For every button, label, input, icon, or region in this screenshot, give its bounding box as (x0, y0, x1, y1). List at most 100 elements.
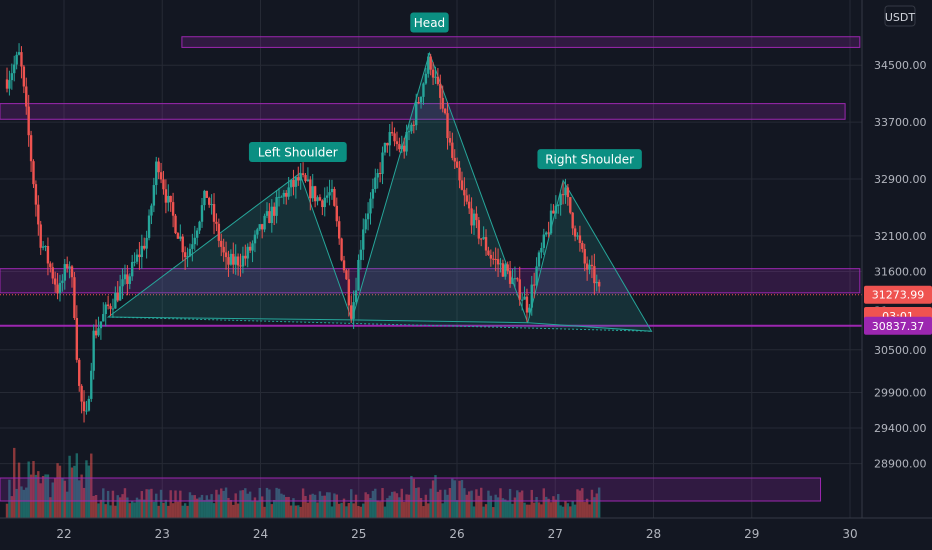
candle-body (58, 282, 62, 294)
candle-body (578, 235, 582, 243)
candle-body (126, 274, 129, 284)
candle-body (583, 248, 586, 264)
volume-bar (104, 504, 107, 518)
candle-body (376, 173, 379, 178)
candle-body (152, 185, 156, 206)
volume-bar (220, 488, 223, 518)
candle-body (318, 197, 322, 201)
candle-body (239, 265, 242, 267)
volume-bar (547, 498, 550, 518)
candle-body (547, 232, 550, 234)
volume-bar (422, 506, 425, 518)
candle-body (147, 215, 151, 238)
volume-bar (270, 504, 273, 518)
volume-bar (321, 495, 324, 518)
volume-bar (169, 490, 172, 518)
volume-bar (73, 465, 76, 518)
volume-bar (140, 491, 144, 518)
candle-body (573, 228, 577, 237)
volume-bar (571, 501, 574, 518)
volume-bar (5, 503, 9, 518)
volume-bar (566, 503, 570, 518)
volume-bar (174, 490, 177, 518)
candle-body (487, 250, 490, 255)
candle-body (364, 219, 367, 230)
time-tick-label: 25 (351, 527, 366, 541)
candle-body (234, 256, 237, 265)
volume-bar (301, 488, 305, 518)
volume-bar (374, 488, 377, 518)
candle-body (65, 264, 69, 269)
volume-bar (273, 500, 276, 518)
candle-body (513, 278, 517, 280)
candle-body (258, 224, 261, 230)
volume-bar (446, 494, 449, 518)
volume-bar (325, 492, 329, 518)
candle-body (41, 246, 45, 248)
candle-body (176, 233, 180, 239)
candle-body (369, 198, 372, 214)
volume-bar (371, 490, 375, 518)
volume-bar (552, 496, 555, 518)
candle-body (282, 192, 286, 197)
volume-bar (285, 497, 288, 518)
volume-bar (208, 499, 211, 518)
candle-body (335, 205, 338, 222)
candle-body (374, 177, 377, 190)
price-axis[interactable]: 35500.00 34500.00 33700.00 32900.00 32100.00… (861, 0, 932, 518)
candle-body (477, 220, 481, 239)
candle-body (138, 254, 141, 258)
candle-body (183, 252, 187, 258)
currency-badge[interactable]: USDT (884, 5, 916, 27)
volume-bar (58, 465, 62, 518)
volume-bar (92, 495, 95, 518)
volume-bar (229, 500, 233, 518)
candle-body (289, 179, 293, 188)
candle-body (111, 308, 115, 310)
candle-body (297, 177, 300, 181)
volume-bar (147, 489, 151, 518)
volume-bar (393, 491, 396, 518)
volume-bar (260, 496, 264, 518)
candle-body (357, 259, 360, 291)
volume-bar (364, 492, 367, 518)
candle-body (273, 206, 276, 216)
volume-bar (102, 488, 105, 518)
candle-body (53, 278, 57, 285)
volume-bar (80, 474, 83, 518)
volume-bar (111, 490, 115, 518)
volume-bar (99, 499, 103, 518)
candle-body (540, 247, 543, 253)
candle-body (366, 213, 370, 220)
volume-bar (22, 489, 26, 518)
volume-bar (75, 453, 79, 518)
candle-body (480, 238, 483, 240)
head-zone (181, 36, 861, 48)
candle-body (472, 213, 476, 226)
volume-bar (294, 505, 298, 518)
candle-body (354, 290, 358, 303)
candle-body (427, 56, 430, 74)
candle-body (118, 286, 122, 301)
time-axis[interactable]: 22 23 24 25 26 27 28 29 30 (0, 517, 932, 541)
volume-bar (323, 495, 326, 518)
candle-body (140, 245, 144, 258)
candle-body (424, 73, 428, 84)
candle-body (229, 253, 233, 265)
candle-body (571, 212, 574, 229)
volume-bar (191, 495, 194, 518)
candle-body (169, 195, 172, 203)
volume-bar (167, 505, 170, 518)
candle-body (106, 304, 110, 307)
volume-bar (330, 506, 334, 518)
price-tick-label: 29400.00 (874, 422, 927, 435)
candle-body (135, 254, 139, 262)
volume-bar (369, 498, 372, 518)
candle-body (554, 205, 558, 214)
volume-bar (381, 488, 384, 518)
volume-bar (499, 488, 502, 518)
volume-bar (388, 495, 391, 518)
volume-bar (477, 495, 481, 518)
candle-body (102, 314, 105, 322)
